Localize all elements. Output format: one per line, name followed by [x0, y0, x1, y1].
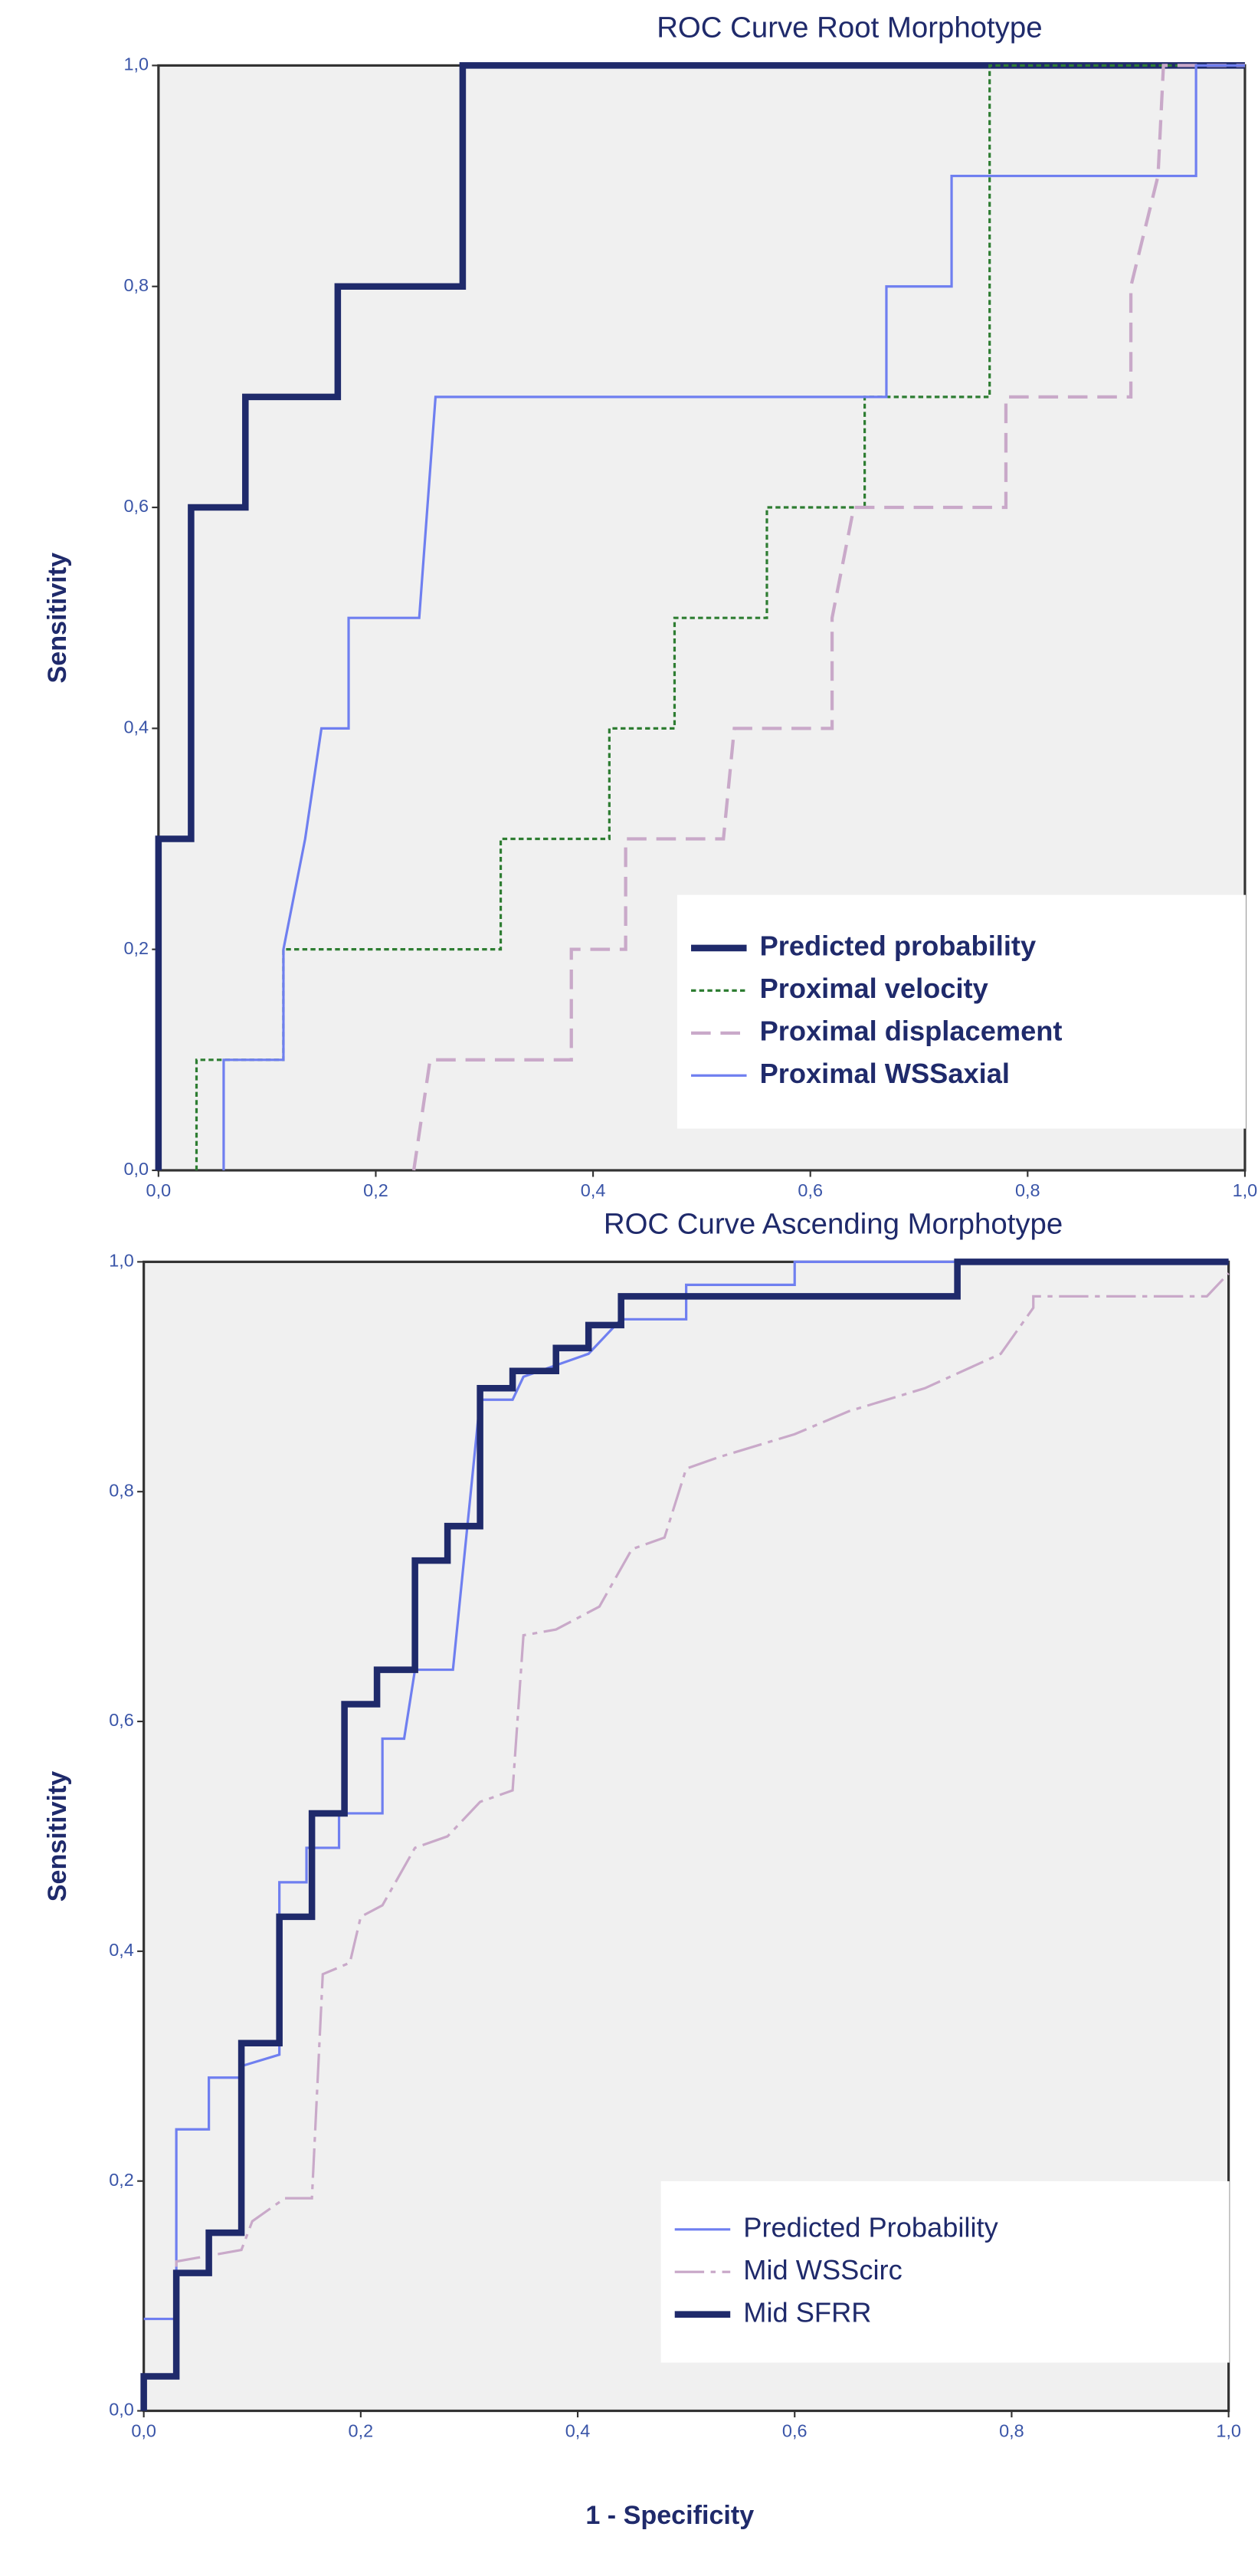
x-tick-label: 1,0 — [1233, 1180, 1258, 1200]
x-tick-label: 0,8 — [1015, 1180, 1040, 1200]
y-tick-label: 0,2 — [109, 2170, 134, 2190]
roc-curve — [155, 62, 1245, 1170]
chart-title: ROC Curve Root Morphotype — [657, 11, 1042, 44]
x-tick-label: 0,0 — [146, 1180, 172, 1200]
y-tick-label: 0,8 — [109, 1480, 134, 1500]
x-tick-label: 1,0 — [1216, 2420, 1241, 2440]
legend-box — [660, 2181, 1230, 2363]
y-tick-label: 0,0 — [123, 1159, 149, 1179]
legend-label: Predicted Probability — [743, 2211, 998, 2243]
legend-label: Predicted probability — [760, 930, 1037, 962]
legend-label: Proximal WSSaxial — [760, 1058, 1010, 1089]
legend-label: Mid WSScirc — [743, 2254, 902, 2286]
x-tick-label: 0,2 — [363, 1180, 388, 1200]
legend-label: Mid SFRR — [743, 2296, 871, 2328]
x-tick-label: 0,0 — [131, 2420, 156, 2440]
legend-label: Proximal velocity — [760, 973, 988, 1004]
x-tick-label: 0,4 — [581, 1180, 606, 1200]
roc-curve — [411, 64, 1245, 1171]
x-tick-label: 0,4 — [565, 2420, 591, 2440]
y-tick-label: 0,2 — [123, 938, 149, 958]
roc-curve — [222, 64, 1245, 1170]
legend-label: Proximal displacement — [760, 1015, 1063, 1046]
x-tick-label: 0,6 — [798, 1180, 823, 1200]
y-axis-label: Sensitivity — [43, 1771, 72, 1902]
chart-title: ROC Curve Ascending Morphotype — [604, 1208, 1063, 1241]
y-tick-label: 1,0 — [109, 1251, 134, 1271]
y-tick-label: 0,4 — [123, 717, 149, 737]
roc-curve — [143, 1272, 1230, 2378]
y-tick-label: 1,0 — [123, 54, 149, 74]
roc-curve — [140, 1258, 1229, 2411]
legend-box — [677, 894, 1247, 1129]
y-tick-label: 0,6 — [109, 1710, 134, 1730]
x-axis-label: 1 - Specificity — [585, 2501, 754, 2530]
roc-curve — [143, 1260, 1229, 2321]
y-tick-label: 0,0 — [109, 2400, 134, 2420]
x-tick-label: 0,2 — [349, 2420, 374, 2440]
y-tick-label: 0,4 — [109, 1940, 134, 1960]
y-tick-label: 0,6 — [123, 496, 149, 516]
y-axis-label: Sensitivity — [43, 553, 72, 684]
x-tick-label: 0,6 — [782, 2420, 808, 2440]
y-tick-label: 0,8 — [123, 275, 149, 295]
x-tick-label: 0,8 — [999, 2420, 1024, 2440]
